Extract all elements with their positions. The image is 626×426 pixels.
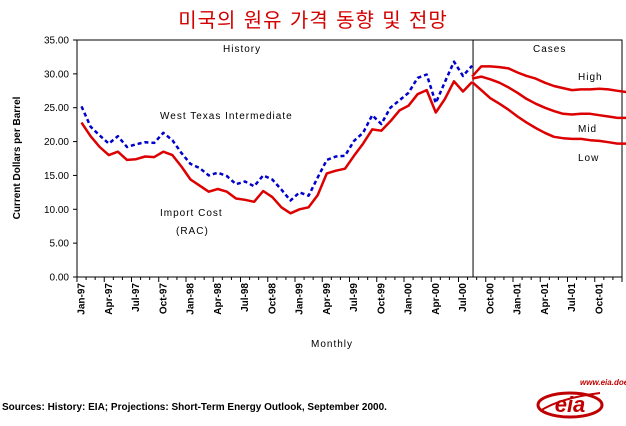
series-line-low [472,82,626,144]
y-tick-label: 5.00 [50,239,70,250]
series-line-west-texas-intermediate [82,62,473,201]
high-case-label: High [578,72,603,83]
x-tick-label: Jan-97 [77,283,88,315]
series-line-import-cost-rac [82,81,473,213]
x-tick-label: Oct-01 [594,283,605,315]
series-lines [82,62,626,214]
y-axis-label: Current Dollars per Barrel [12,96,23,219]
x-tick-label: Jan-00 [404,283,415,315]
logo-text: eia [555,392,586,417]
x-tick-label: Oct-99 [376,283,387,315]
y-tick-label: 20.00 [44,137,69,148]
x-tick-label: Apr-00 [431,283,442,315]
cases-label: Cases [533,44,566,55]
x-axis-label: Monthly [311,339,353,350]
series-line-mid [472,77,626,118]
y-tick-label: 0.00 [50,273,70,284]
mid-case-label: Mid [578,124,597,135]
x-tick-label: Apr-01 [540,283,551,315]
wti-label: West Texas Intermediate [160,111,293,122]
rac-label: (RAC) [176,226,209,237]
x-tick-label: Oct-97 [158,283,169,315]
x-tick-label: Apr-97 [104,283,115,315]
eia-logo: www.eia.doe.gov eia [530,378,626,422]
series-line-high [472,66,626,92]
y-tick-label: 30.00 [44,69,69,80]
history-label: History [223,44,261,55]
x-tick-label: Jul-00 [458,283,469,312]
y-tick-label: 35.00 [44,36,69,47]
import-cost-label: Import Cost [160,208,223,219]
x-tick-label: Apr-98 [213,283,224,315]
source-note: Sources: History: EIA; Projections: Shor… [2,402,387,413]
y-tick-label: 15.00 [44,171,69,182]
logo-url: www.eia.doe.gov [580,378,626,387]
x-tick-label: Apr-99 [322,283,333,315]
low-case-label: Low [578,153,599,164]
x-tick-label: Jul-98 [240,283,251,312]
x-tick-label: Jan-01 [513,283,524,315]
x-tick-label: Jul-01 [567,283,578,312]
x-tick-label: Oct-98 [267,283,278,315]
y-tick-label: 10.00 [44,205,69,216]
x-tick-label: Jan-98 [186,283,197,315]
x-tick-label: Jan-99 [295,283,306,315]
x-tick-label: Oct-00 [485,283,496,315]
x-tick-label: Jul-97 [131,283,142,312]
y-tick-label: 25.00 [44,103,69,114]
x-tick-label: Jul-99 [349,283,360,312]
plot-frame [77,40,622,277]
